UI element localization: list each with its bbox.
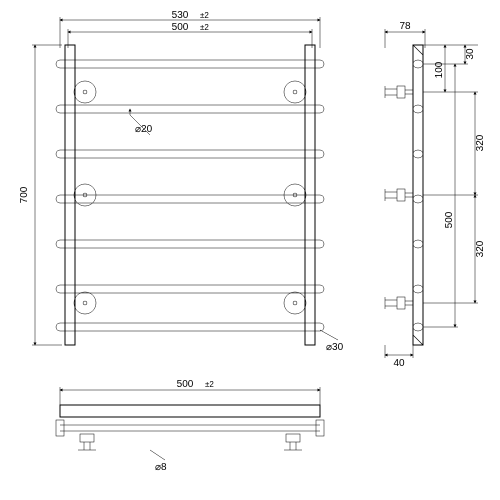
dim-inner-w-tol: ±2 (200, 23, 209, 32)
dim-outer-w: 530 (172, 10, 189, 21)
dim-height: 700 (19, 186, 30, 203)
dim-top-w: 500 (177, 379, 194, 390)
dim-seg-a: 320 (475, 134, 486, 151)
dim-seg-b: 320 (475, 240, 486, 257)
bar-ends (413, 60, 423, 331)
dim-outer-w-tol: ±2 (200, 11, 209, 20)
diam-30-label: ⌀30 (326, 342, 344, 353)
dim-h500: 500 (444, 211, 455, 228)
drawing-canvas: 530 ±2 500 ±2 (0, 0, 500, 500)
diam-8-label: ⌀8 (155, 462, 167, 473)
dim-top-w-tol: ±2 (205, 380, 214, 389)
mounts (74, 81, 306, 314)
dim-depth: 78 (399, 21, 411, 32)
dim-inset: 40 (393, 358, 405, 369)
side-view: 78 (385, 21, 486, 369)
side-mounts (385, 86, 413, 309)
diam-20-label: ⌀20 (135, 124, 153, 135)
dim-top-gap: 30 (465, 48, 476, 60)
dim-inner-w: 500 (172, 22, 189, 33)
front-view: 530 ±2 500 ±2 (19, 10, 344, 353)
top-view: 500 ±2 ⌀8 (56, 379, 324, 473)
